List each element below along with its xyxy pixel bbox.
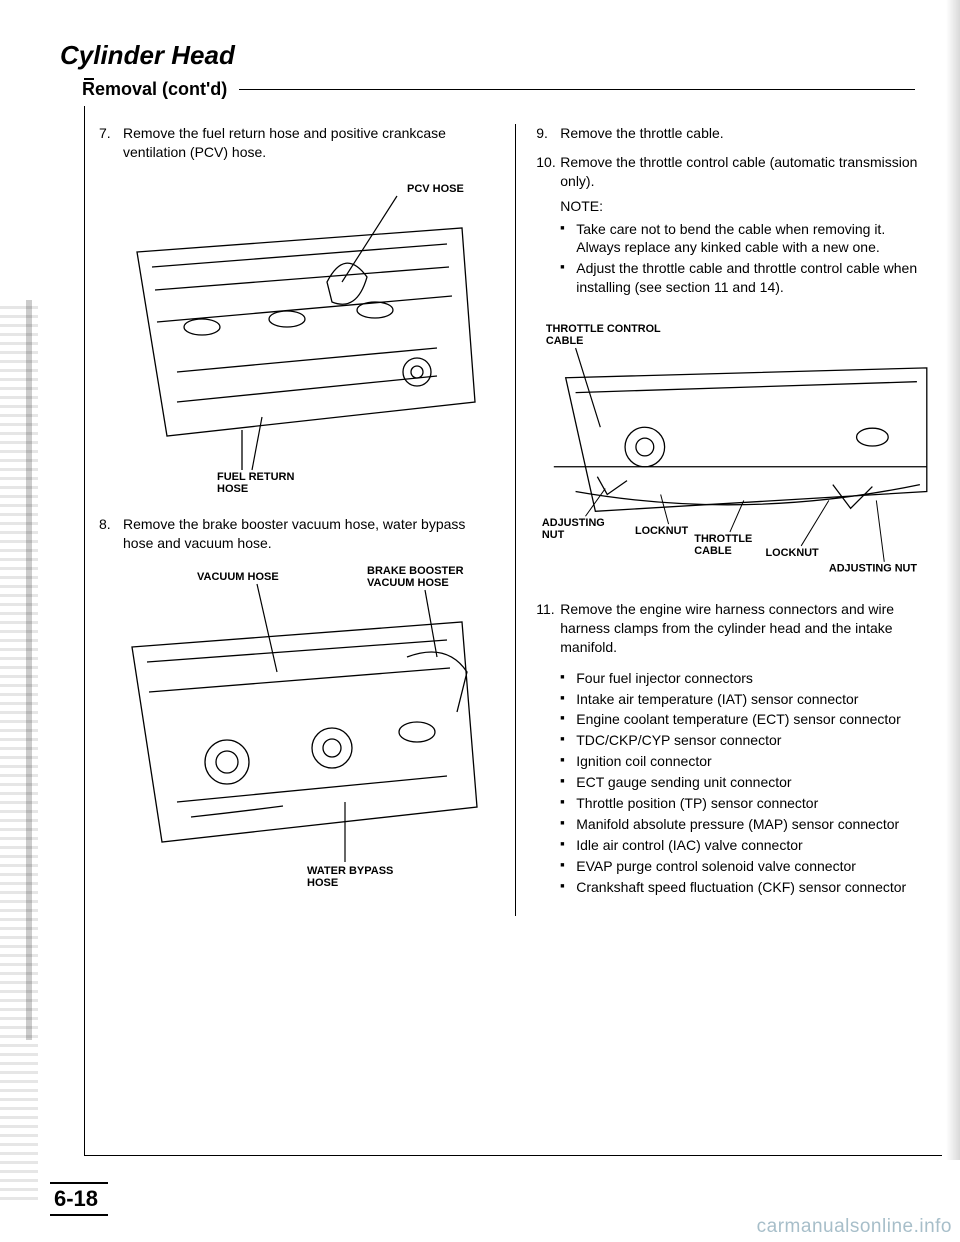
- connector-item: Four fuel injector connectors: [560, 669, 932, 688]
- column-divider: [515, 124, 517, 916]
- step-9: 9. Remove the throttle cable.: [536, 124, 932, 143]
- fig3-l4a: THROTTLE: [695, 533, 753, 545]
- fig3-l4b: CABLE: [695, 545, 732, 557]
- figure-pcv-hose: PCV HOSE: [99, 172, 495, 497]
- fig1-label-top: PCV HOSE: [407, 183, 464, 195]
- step-number: 9.: [536, 124, 560, 143]
- fig2-label-brake-1: BRAKE BOOSTER: [367, 565, 464, 577]
- section-subtitle: Removal (cont'd): [76, 79, 233, 100]
- step11-main: Remove the engine wire harness connector…: [560, 601, 894, 655]
- binding-shadow: [26, 300, 32, 1040]
- step-text: Remove the throttle cable.: [560, 124, 932, 143]
- content-box: 7. Remove the fuel return hose and posit…: [84, 106, 942, 1156]
- fig3-l2b: NUT: [542, 529, 565, 541]
- step-text: Remove the fuel return hose and positive…: [123, 124, 495, 162]
- step-8: 8. Remove the brake booster vacuum hose,…: [99, 515, 495, 553]
- fig2-label-brake-2: VACUUM HOSE: [367, 577, 449, 589]
- fig3-l1b: CABLE: [546, 335, 583, 347]
- connector-item: Throttle position (TP) sensor connector: [560, 794, 932, 813]
- left-column: 7. Remove the fuel return hose and posit…: [99, 124, 495, 916]
- note-label: NOTE:: [560, 197, 932, 216]
- scan-noise: [0, 300, 38, 1200]
- step10-main: Remove the throttle control cable (autom…: [560, 154, 917, 189]
- connector-item: Engine coolant temperature (ECT) sensor …: [560, 710, 932, 729]
- figure-throttle-cable: THROTTLE CONTROL CABLE: [536, 317, 932, 582]
- step-text: Remove the brake booster vacuum hose, wa…: [123, 515, 495, 553]
- connector-item: Idle air control (IAC) valve connector: [560, 836, 932, 855]
- note-item: Take care not to bend the cable when rem…: [560, 220, 932, 258]
- scan-edge: [946, 0, 960, 1160]
- fig2-label-vacuum: VACUUM HOSE: [197, 571, 279, 583]
- connector-item: ECT gauge sending unit connector: [560, 773, 932, 792]
- right-column: 9. Remove the throttle cable. 10. Remove…: [536, 124, 932, 916]
- fig3-l6: ADJUSTING NUT: [829, 563, 918, 575]
- connector-item: Ignition coil connector: [560, 752, 932, 771]
- step-text: Remove the engine wire harness connector…: [560, 600, 932, 906]
- section-header: Removal (cont'd): [76, 79, 915, 100]
- connector-item: Crankshaft speed fluctuation (CKF) senso…: [560, 878, 932, 897]
- step11-bullets: Four fuel injector connectors Intake air…: [560, 669, 932, 897]
- fig3-l1a: THROTTLE CONTROL: [546, 323, 661, 335]
- fig2-label-water-2: HOSE: [307, 877, 338, 889]
- fig3-l5: LOCKNUT: [766, 547, 820, 559]
- step10-notes: Take care not to bend the cable when rem…: [560, 220, 932, 298]
- step-number: 7.: [99, 124, 123, 162]
- header-rule: [239, 89, 915, 91]
- corner-connector: [84, 78, 94, 80]
- note-item: Adjust the throttle cable and throttle c…: [560, 259, 932, 297]
- step-7: 7. Remove the fuel return hose and posit…: [99, 124, 495, 162]
- connector-item: TDC/CKP/CYP sensor connector: [560, 731, 932, 750]
- step-number: 10.: [536, 153, 560, 307]
- step-text: Remove the throttle control cable (autom…: [560, 153, 932, 307]
- step-10: 10. Remove the throttle control cable (a…: [536, 153, 932, 307]
- figure-brake-booster: VACUUM HOSE BRAKE BOOSTER VACUUM HOSE: [99, 562, 495, 897]
- step-number: 8.: [99, 515, 123, 553]
- manual-page: Cylinder Head Removal (cont'd) 7. Remove…: [0, 0, 960, 1242]
- step-number: 11.: [536, 600, 560, 906]
- step-11: 11. Remove the engine wire harness conne…: [536, 600, 932, 906]
- fig1-label-bottom-1: FUEL RETURN: [217, 471, 294, 483]
- watermark: carmanualsonline.info: [757, 1216, 952, 1238]
- fig3-l2a: ADJUSTING: [542, 517, 605, 529]
- page-number: 6-18: [50, 1182, 108, 1216]
- fig1-label-bottom-2: HOSE: [217, 483, 248, 492]
- page-title: Cylinder Head: [60, 40, 915, 71]
- connector-item: EVAP purge control solenoid valve connec…: [560, 857, 932, 876]
- connector-item: Manifold absolute pressure (MAP) sensor …: [560, 815, 932, 834]
- fig3-l3: LOCKNUT: [635, 525, 689, 537]
- connector-item: Intake air temperature (IAT) sensor conn…: [560, 690, 932, 709]
- fig2-label-water-1: WATER BYPASS: [307, 865, 393, 877]
